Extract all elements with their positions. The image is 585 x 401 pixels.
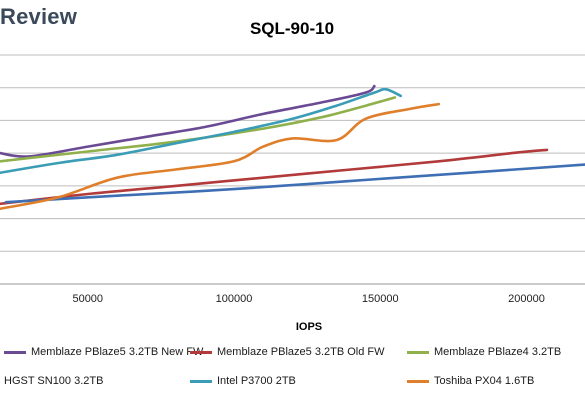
series-line-2	[0, 96, 397, 163]
legend-swatch	[190, 379, 212, 383]
series-lines	[0, 84, 585, 211]
x-tick-label: 200000	[508, 293, 545, 305]
legend-swatch	[407, 350, 429, 354]
brand-logo: Review	[0, 4, 78, 29]
x-tick-label: 150000	[362, 293, 399, 305]
chart-title: SQL-90-10	[250, 19, 334, 38]
legend-swatch	[190, 350, 212, 354]
legend-swatch	[407, 379, 429, 383]
grid-lines	[0, 54, 585, 285]
legend-label: Memblaze PBlaze5 3.2TB Old FW	[217, 346, 385, 358]
series-line-3	[4, 163, 585, 204]
series-line-1	[0, 148, 549, 206]
series-line-0	[0, 84, 376, 158]
legend-label: HGST SN100 3.2TB	[4, 375, 104, 387]
legend-swatch	[4, 350, 26, 354]
legend-item: HGST SN100 3.2TB	[4, 375, 103, 387]
legend-label: Intel P3700 2TB	[217, 375, 296, 387]
x-tick-labels: 50000 100000 150000 200000	[72, 293, 544, 305]
legend-label: Toshiba PX04 1.6TB	[434, 375, 535, 387]
x-tick-label: 100000	[216, 293, 253, 305]
legend-item: Memblaze PBlaze5 3.2TB Old FW	[190, 346, 385, 358]
x-tick-label: 50000	[72, 293, 103, 305]
x-axis-label: IOPS	[296, 321, 322, 333]
legend-item: Memblaze PBlaze4 3.2TB	[407, 346, 561, 358]
series-line-4	[0, 87, 402, 175]
series-line-5	[0, 102, 441, 211]
legend-item: Memblaze PBlaze5 3.2TB New FW	[4, 346, 203, 358]
legend-item: Intel P3700 2TB	[190, 375, 296, 387]
legend-label: Memblaze PBlaze4 3.2TB	[434, 346, 562, 358]
legend-item: Toshiba PX04 1.6TB	[407, 375, 534, 387]
legend-label: Memblaze PBlaze5 3.2TB New FW	[31, 346, 204, 358]
